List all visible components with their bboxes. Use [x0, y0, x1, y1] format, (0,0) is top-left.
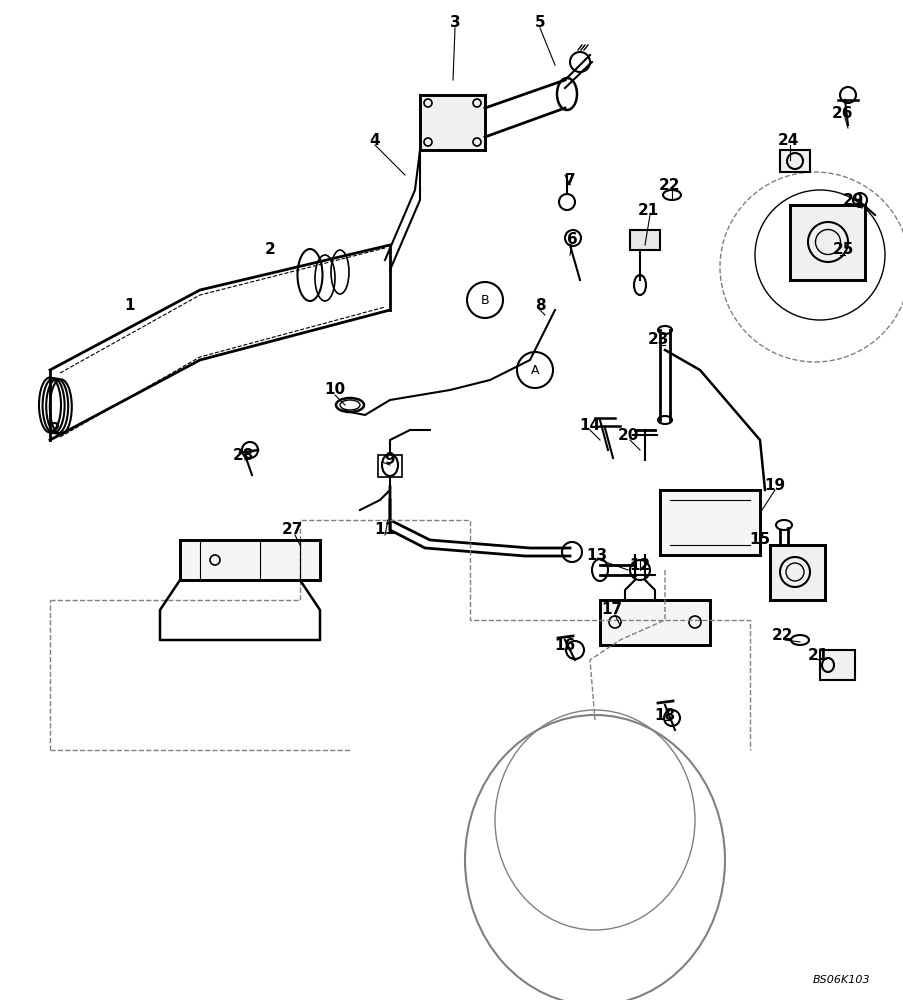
Bar [377, 455, 402, 477]
Text: 11: 11 [374, 522, 396, 538]
Bar [600, 600, 709, 645]
Bar [180, 540, 320, 580]
Text: 24: 24 [777, 133, 798, 148]
Text: 25: 25 [832, 242, 852, 257]
Text: 12: 12 [628, 558, 650, 572]
Text: 16: 16 [554, 638, 575, 652]
Text: 2: 2 [50, 422, 61, 438]
Text: 22: 22 [771, 628, 793, 642]
Text: 7: 7 [564, 173, 574, 188]
Text: 21: 21 [806, 648, 828, 662]
Text: 2: 2 [265, 242, 275, 257]
Text: 6: 6 [566, 232, 577, 247]
Text: 27: 27 [281, 522, 303, 538]
Text: 15: 15 [749, 532, 769, 548]
Text: BS06K103: BS06K103 [812, 975, 869, 985]
Bar [629, 230, 659, 250]
Text: 13: 13 [586, 548, 607, 562]
Text: A: A [530, 363, 539, 376]
Text: 1: 1 [125, 298, 135, 312]
Bar [659, 490, 759, 555]
Bar [420, 95, 485, 150]
Text: 3: 3 [449, 15, 460, 30]
Text: 28: 28 [232, 448, 254, 462]
Text: 26: 26 [832, 106, 852, 121]
Text: 29: 29 [842, 193, 862, 208]
Text: 8: 8 [534, 298, 545, 312]
Text: 4: 4 [369, 133, 380, 148]
Text: 21: 21 [637, 203, 658, 218]
Bar [789, 205, 864, 280]
Text: 14: 14 [579, 418, 600, 432]
Text: 10: 10 [324, 382, 345, 397]
Bar [769, 545, 824, 600]
Text: 23: 23 [647, 332, 668, 348]
Text: 9: 9 [385, 452, 395, 468]
Text: 17: 17 [600, 602, 622, 617]
Bar [819, 650, 854, 680]
Text: 5: 5 [534, 15, 545, 30]
Text: B: B [480, 294, 489, 306]
Text: 19: 19 [764, 478, 785, 492]
Text: 20: 20 [617, 428, 638, 442]
Text: 18: 18 [654, 708, 675, 722]
Text: 22: 22 [658, 178, 680, 193]
Bar [779, 150, 809, 172]
